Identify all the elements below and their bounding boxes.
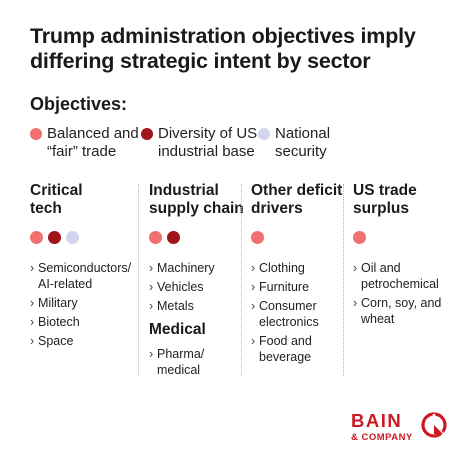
legend-label: Diversity of US industrial base — [158, 125, 258, 160]
list-item: Machinery — [149, 260, 215, 276]
sector-list: Semiconductors/AI-related Military Biote… — [30, 260, 131, 352]
column-subheading-medical: Medical — [149, 321, 206, 338]
list-item: Space — [30, 333, 131, 349]
bain-logo: BAIN & COMPANY — [351, 410, 451, 450]
bain-logo-icon — [421, 412, 447, 438]
legend-label: Balanced and “fair” trade — [47, 125, 139, 160]
column-heading: Other deficit drivers — [251, 182, 343, 217]
objectives-heading: Objectives: — [30, 94, 128, 114]
column-divider — [138, 184, 139, 376]
column-divider — [343, 184, 344, 376]
objective-dots — [149, 231, 185, 249]
dot-light-red — [353, 231, 366, 244]
list-item: Vehicles — [149, 279, 215, 295]
dot-light-red — [30, 231, 43, 244]
list-item: Biotech — [30, 314, 131, 330]
dot-lavender — [66, 231, 79, 244]
dot-dark-red — [167, 231, 180, 244]
logo-name: BAIN — [351, 410, 403, 431]
sector-list: Machinery Vehicles Metals — [149, 260, 215, 317]
list-item: Metals — [149, 298, 215, 314]
legend-label: National security — [275, 125, 331, 160]
list-item: Military — [30, 295, 131, 311]
objective-dots — [251, 231, 269, 249]
dot-dark-red — [48, 231, 61, 244]
legend-dot-dark-red — [141, 128, 153, 140]
dot-light-red — [251, 231, 264, 244]
legend-dot-lavender — [258, 128, 270, 140]
list-item: Furniture — [251, 279, 319, 295]
list-item: Semiconductors/AI-related — [30, 260, 131, 292]
legend-dot-light-red — [30, 128, 42, 140]
page-title: Trump administration objectives imply di… — [30, 24, 416, 73]
objective-dots — [353, 231, 371, 249]
column-heading: Industrial supply chain — [149, 182, 244, 217]
column-heading: US trade surplus — [353, 182, 417, 217]
dot-light-red — [149, 231, 162, 244]
logo-subtitle: & COMPANY — [351, 432, 413, 443]
list-item: Clothing — [251, 260, 319, 276]
column-heading: Critical tech — [30, 182, 83, 217]
sector-sublist: Pharma/medical — [149, 346, 204, 381]
column-divider — [241, 184, 242, 376]
objective-dots — [30, 231, 84, 249]
list-item: Pharma/medical — [149, 346, 204, 378]
